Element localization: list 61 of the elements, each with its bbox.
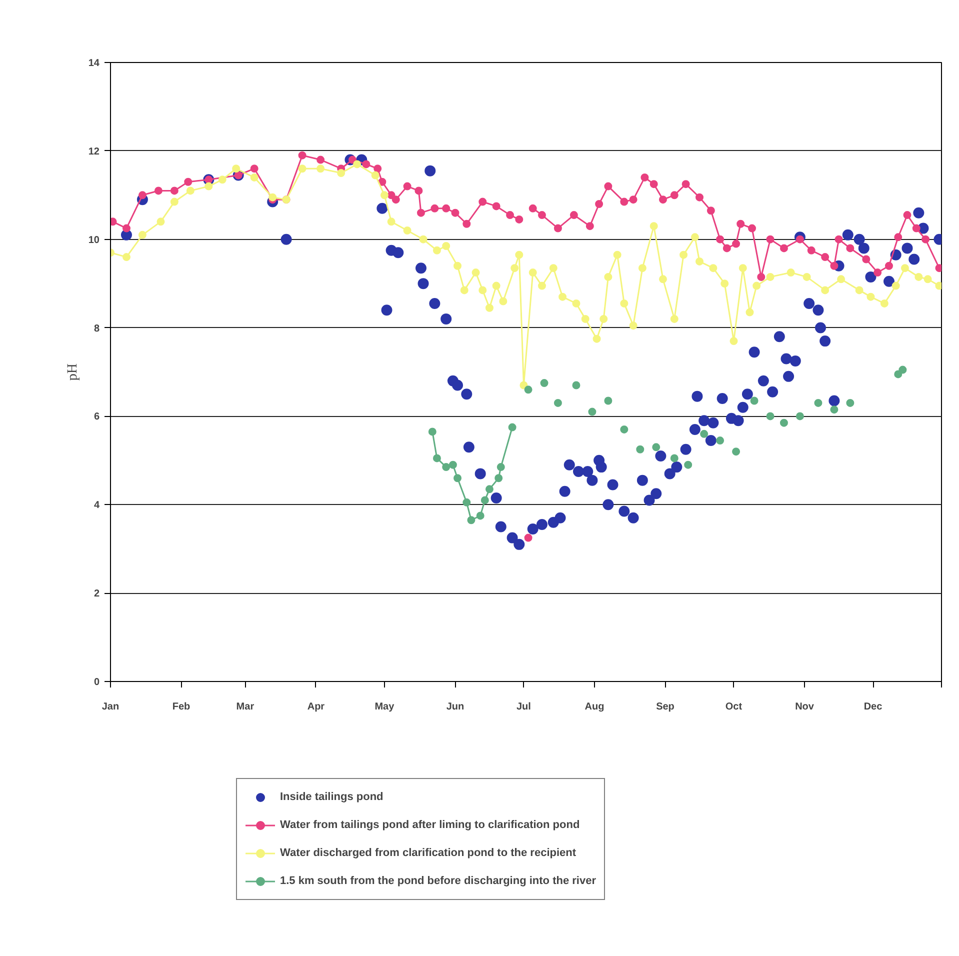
- point: [572, 381, 580, 390]
- point: [442, 463, 450, 472]
- point: [467, 516, 476, 524]
- x-tick-label: Apr: [307, 702, 325, 712]
- point: [670, 454, 678, 462]
- point: [524, 386, 532, 394]
- point: [480, 496, 489, 504]
- point: [750, 396, 758, 405]
- x-tick-label: Mar: [236, 702, 254, 712]
- point: [652, 443, 660, 452]
- point: [898, 366, 907, 374]
- point: [894, 370, 902, 378]
- y-tick-label: 6: [94, 412, 100, 423]
- point: [554, 398, 562, 407]
- point: [700, 430, 708, 438]
- y-tick-label: 10: [88, 234, 100, 246]
- point: [716, 436, 724, 445]
- y-axis-title: pH: [65, 363, 80, 381]
- x-tick-label: Nov: [795, 702, 814, 712]
- y-tick-label: 2: [94, 588, 100, 600]
- x-tick-label: Dec: [864, 702, 883, 712]
- legend-label: Water discharged from clarification pond to the recipient: [280, 847, 576, 859]
- point: [432, 454, 441, 462]
- point: [766, 412, 774, 420]
- x-tick-label: Oct: [725, 702, 743, 712]
- x-tick-label: Jun: [446, 702, 464, 712]
- legend-label: 1.5 km south from the pond before discharging into the river: [280, 875, 596, 887]
- y-tick-label: 12: [88, 146, 100, 158]
- point: [540, 379, 548, 388]
- x-tick-label: Aug: [584, 702, 604, 712]
- point: [448, 460, 457, 469]
- point: [830, 406, 838, 414]
- point: [780, 418, 788, 427]
- x-tick-label: May: [374, 702, 395, 712]
- point: [496, 463, 505, 472]
- legend-label: Water from tailings pond after liming to clarification pond: [280, 819, 580, 831]
- y-tick-label: 8: [94, 323, 100, 334]
- point: [428, 428, 436, 436]
- point: [796, 412, 804, 420]
- x-tick-label: Jan: [102, 702, 120, 712]
- y-tick-label: 0: [94, 677, 100, 688]
- point: [732, 448, 740, 456]
- point: [485, 485, 494, 494]
- point: [476, 512, 484, 520]
- x-tick-label: Sep: [656, 702, 674, 712]
- x-tick-label: Feb: [172, 702, 190, 712]
- x-tick-label: Jul: [516, 702, 532, 712]
- legend-label: Inside tailings pond: [280, 791, 384, 803]
- point: [588, 408, 596, 416]
- point: [636, 445, 644, 454]
- point: [620, 425, 628, 434]
- point: [814, 398, 822, 407]
- point: [462, 498, 471, 506]
- point: [454, 474, 462, 482]
- point: [508, 423, 516, 432]
- point: [846, 398, 854, 407]
- point: [684, 460, 692, 469]
- y-tick-label: 4: [94, 500, 100, 512]
- point: [604, 396, 612, 405]
- y-tick-label: 14: [88, 58, 100, 69]
- point: [494, 474, 503, 482]
